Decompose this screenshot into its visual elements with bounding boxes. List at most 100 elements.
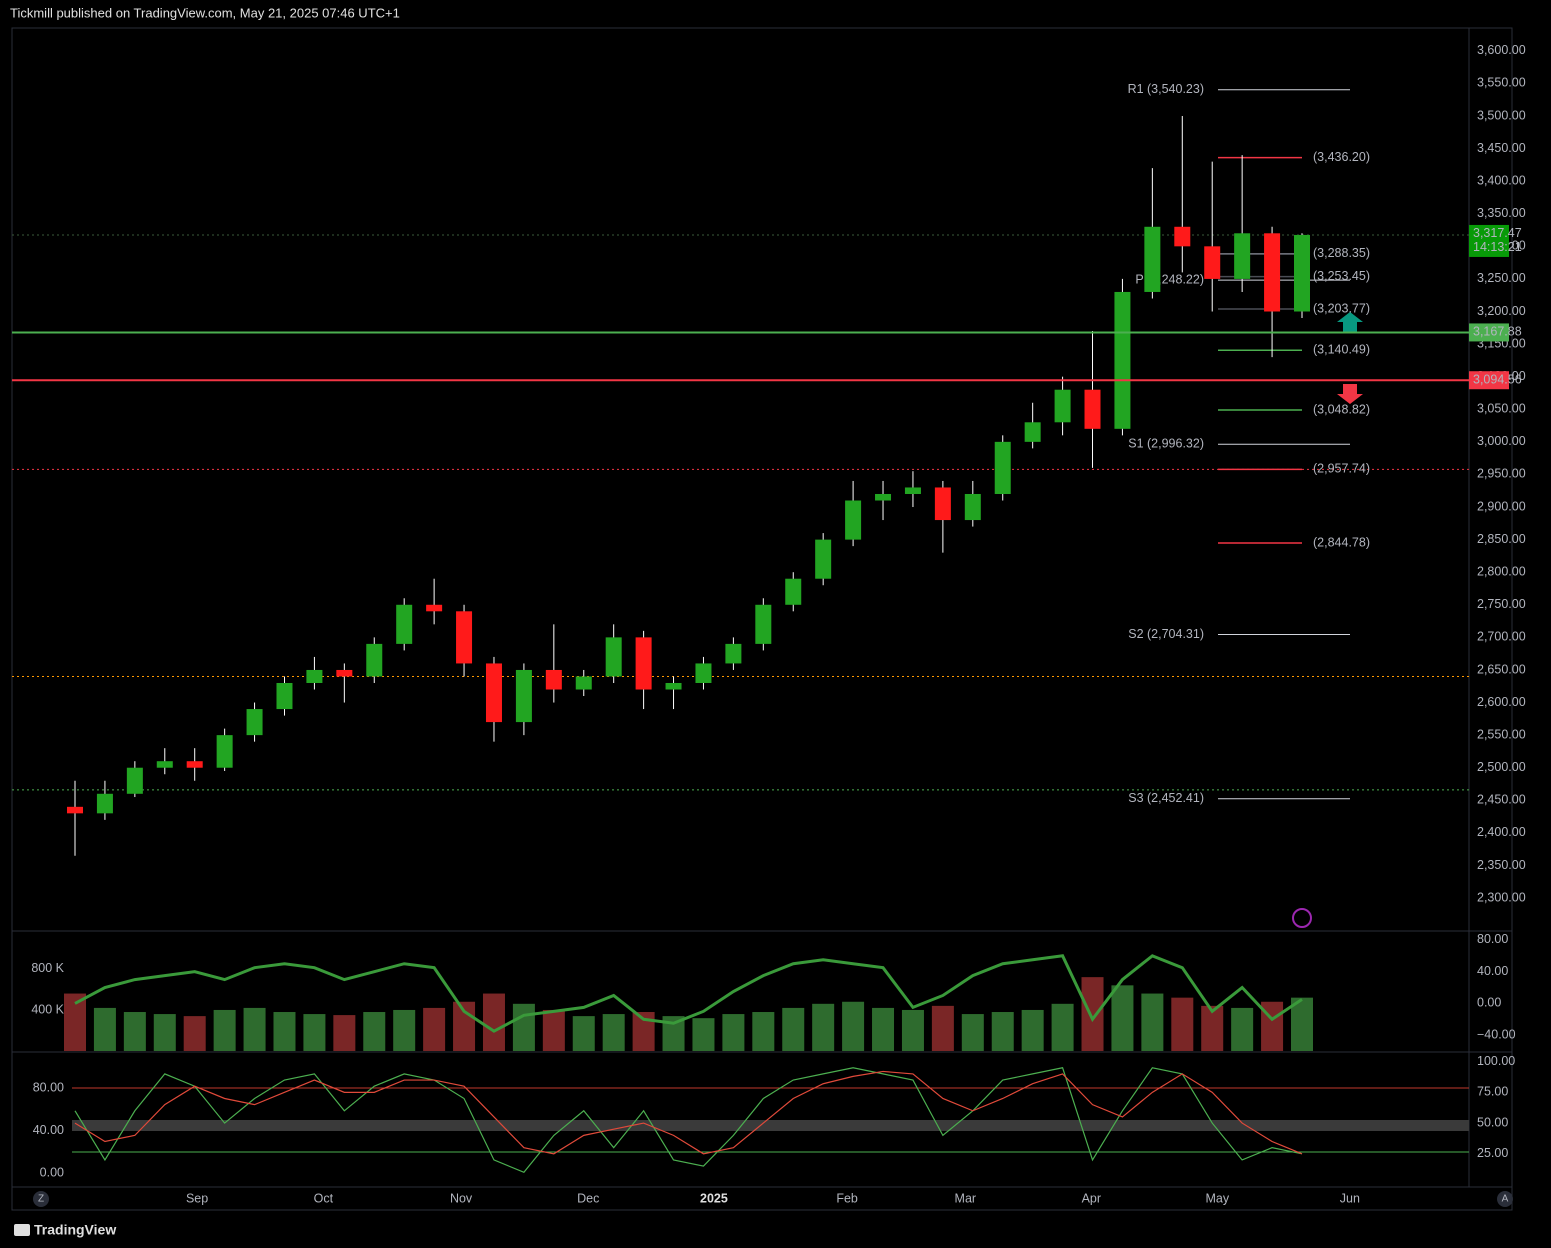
candle-body [515,669,532,723]
candle-body [336,669,353,677]
stoch-line [74,1067,1303,1173]
price-tick-label: 3,200.00 [1477,304,1526,318]
volume-bar [153,1014,176,1051]
candle-body [994,441,1011,494]
candle-body [875,493,892,501]
volume-bar [901,1009,924,1051]
volume-tick-label: 800 K [31,961,64,975]
candle-body [545,669,562,690]
candle-body [156,761,173,768]
level-label: (3,253.45) [1313,269,1370,283]
candle-body [904,487,921,494]
stoch-tick-label: 80.00 [33,1080,64,1094]
candle-body [276,682,293,710]
candle-body [366,643,383,677]
candle-body [456,611,473,664]
candle-body [1264,233,1281,312]
volume-bar [123,1012,146,1051]
price-tick-label: 2,700.00 [1477,630,1526,644]
volume-bar [1171,997,1194,1051]
pivot-label: S1 (2,996.32) [1128,437,1204,451]
volume-bar [961,1014,984,1051]
volume-bar [692,1018,715,1051]
candle-body [396,604,413,644]
auto-label: A [1502,1194,1509,1205]
candle-body [246,709,263,736]
volume-bar [363,1012,386,1051]
price-tick-label: 3,550.00 [1477,76,1526,90]
price-tick-label: 2,450.00 [1477,793,1526,807]
last-price-label: 3,317.47 [1473,226,1522,240]
volume-bar [482,993,505,1051]
candle-body [216,735,233,768]
volume-bar [1111,985,1134,1051]
price-tick-label: 3,500.00 [1477,108,1526,122]
osc-tick-label: 0.00 [1477,996,1501,1010]
candle-body [96,793,113,814]
volume-bar [512,1003,535,1051]
header: Tickmill published on TradingView.com, M… [10,5,400,20]
volume-bar [303,1014,326,1051]
candle-body [1174,226,1191,247]
price-tick-label: 2,850.00 [1477,532,1526,546]
x-tick-label: Mar [955,1191,977,1205]
osc-tick-label: −40.00 [1477,1027,1516,1041]
volume-bar [602,1014,625,1051]
price-badge [1469,371,1509,390]
level-label: (3,436.20) [1313,150,1370,164]
pivot-label: R1 (3,540.23) [1128,82,1204,96]
candle-body [1114,291,1131,429]
candle-body [1204,246,1221,279]
candle-body [1024,422,1041,442]
candle-body [575,676,592,690]
volume-bar [393,1009,416,1051]
level-label: (3,140.49) [1313,343,1370,357]
price-tick-label: 3,400.00 [1477,173,1526,187]
candle-body [1144,226,1161,292]
auto-button[interactable] [1497,1191,1513,1207]
volume-bar [1021,1009,1044,1051]
alert-icon[interactable] [1292,908,1312,928]
volume-bar [333,1015,356,1051]
price-tick-label: 3,350.00 [1477,206,1526,220]
candle-body [845,500,862,540]
osc-tick-label: 80.00 [1477,932,1508,946]
level-label: (3,203.77) [1313,301,1370,315]
stoch-tick-label-right: 50.00 [1477,1115,1508,1129]
price-tick-label: 3,450.00 [1477,141,1526,155]
volume-bar [722,1014,745,1051]
price-badge [1469,323,1509,342]
price-tick-label: 2,950.00 [1477,467,1526,481]
volume-bar [1051,1003,1074,1051]
candle-body [1294,234,1310,312]
volume-tick-label: 400 K [31,1002,64,1016]
price-tick-label: 2,500.00 [1477,760,1526,774]
candle-body [426,604,443,612]
logo-mark [14,1224,30,1236]
volume-bar [542,1009,565,1051]
countdown-label: 14:13:21 [1473,240,1522,254]
pivot-label: S3 (2,452.41) [1128,791,1204,805]
volume-bar [782,1007,805,1051]
osc-tick-label: 40.00 [1477,964,1508,978]
volume-bar [662,1016,685,1051]
x-tick-label: Jun [1340,1191,1360,1205]
candle-body [186,761,203,768]
price-tick-label: 2,650.00 [1477,662,1526,676]
x-tick-label: Apr [1082,1191,1101,1205]
candle-body [964,493,981,521]
price-tick-label: 3,250.00 [1477,271,1526,285]
arrow-up [1337,312,1363,332]
stoch-tick-label-right: 25.00 [1477,1146,1508,1160]
candle-body [306,669,323,683]
zoom-button[interactable] [33,1191,49,1207]
price-tick-label: 2,900.00 [1477,499,1526,513]
stoch-tick-label-right: 100.00 [1477,1054,1515,1068]
candle-body [934,487,951,521]
candle-body [126,767,143,794]
price-tick-label: 2,350.00 [1477,858,1526,872]
candle-body [605,637,622,677]
price-tick-label: 3,050.00 [1477,402,1526,416]
candle-body [1054,389,1071,423]
